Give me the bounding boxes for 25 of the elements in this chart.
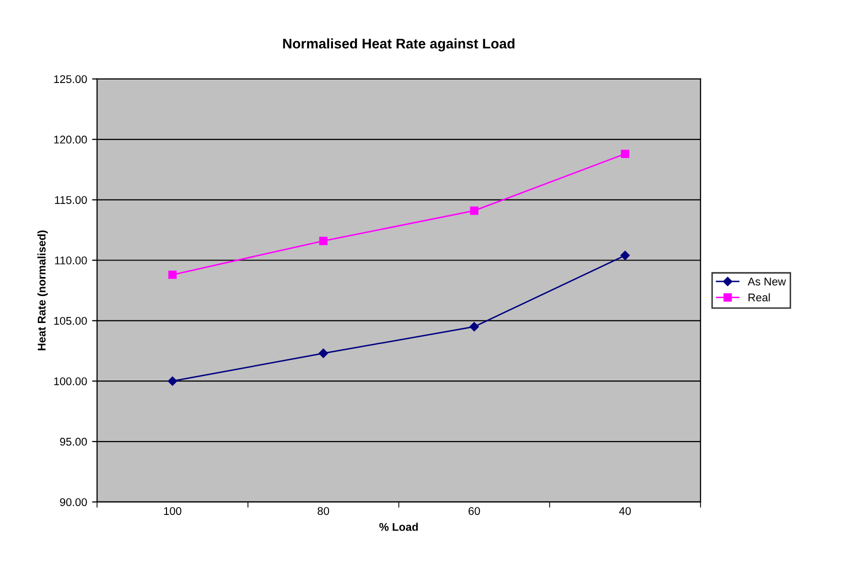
- point: [470, 322, 479, 332]
- legend-label: Real: [748, 293, 770, 302]
- point: [319, 236, 328, 246]
- point: [620, 250, 630, 260]
- point: [620, 150, 630, 158]
- point: [168, 376, 178, 386]
- chart-title: Normalised Heat Rate against Load: [283, 38, 514, 52]
- x-axis-title: % Load: [379, 522, 418, 531]
- y-tick-label: 90.00: [60, 498, 87, 506]
- legend-label: As New: [748, 278, 786, 286]
- y-axis-title: Heat Rate (normalised): [37, 230, 48, 350]
- x-tick-label: 100: [164, 507, 182, 515]
- y-tick-label: 105.00: [54, 316, 87, 325]
- point: [168, 270, 177, 279]
- x-tick-label: 60: [468, 507, 480, 515]
- y-tick-label: 110.00: [55, 256, 87, 264]
- y-tick-label: 125.00: [54, 75, 87, 84]
- y-tick-label: 100.00: [54, 377, 87, 386]
- point: [318, 348, 328, 358]
- y-tick-label: 115.00: [55, 196, 87, 204]
- x-tick-label: 40: [619, 507, 631, 515]
- x-tick-label: 80: [318, 507, 330, 515]
- point: [470, 206, 478, 215]
- y-tick-label: 120.00: [54, 136, 87, 144]
- y-tick-label: 95.00: [60, 438, 87, 446]
